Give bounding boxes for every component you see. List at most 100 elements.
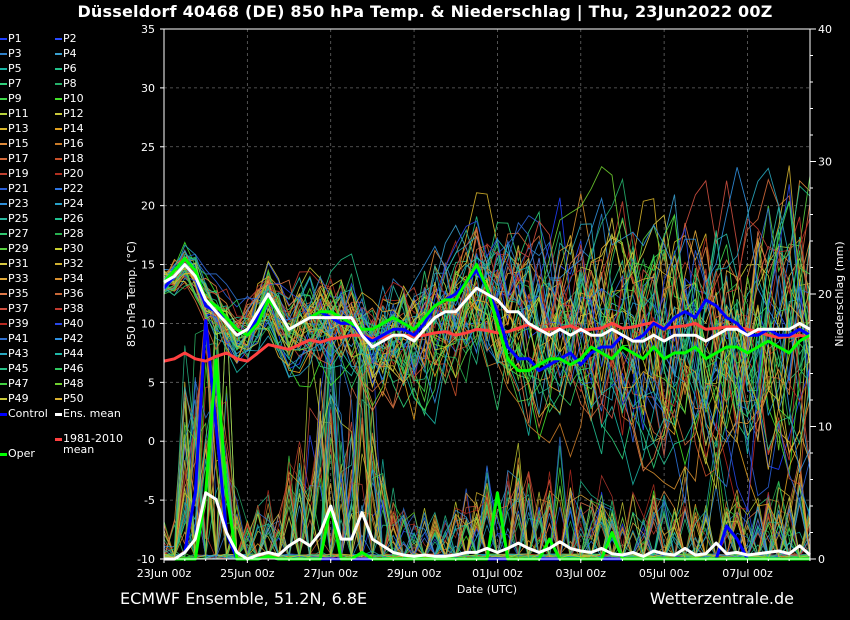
legend-label: P15 (8, 137, 29, 150)
legend-label: P40 (63, 317, 84, 330)
legend-label: P26 (63, 212, 84, 225)
legend-label: P29 (8, 242, 29, 255)
legend-label: P19 (8, 167, 29, 180)
legend-swatch (55, 68, 62, 70)
legend-swatch (55, 383, 62, 385)
legend-swatch (0, 452, 7, 456)
member-precip-line (163, 380, 811, 560)
legend-label: P32 (63, 257, 84, 270)
member-temp-line (163, 216, 811, 424)
y-tick-label: -5 (144, 494, 155, 507)
legend-label: P39 (8, 317, 29, 330)
legend-label: P37 (8, 302, 29, 315)
legend-label: 1981-2010 (63, 432, 123, 445)
member-temp-line (163, 167, 811, 401)
legend-label: P22 (63, 182, 84, 195)
legend-label: P30 (63, 242, 84, 255)
legend-label: P48 (63, 377, 84, 390)
y2-tick-label: 40 (818, 23, 832, 36)
legend-swatch (0, 143, 7, 145)
member-temp-line (163, 165, 811, 451)
y2-axis-label: Niederschlag (mm) (833, 241, 846, 346)
legend-label: P46 (63, 362, 84, 375)
legend-label: P8 (63, 77, 77, 90)
legend-swatch (0, 248, 7, 250)
y-tick-label: 35 (141, 23, 155, 36)
legend-label: P2 (63, 32, 77, 45)
legend-label: P43 (8, 347, 29, 360)
legend-swatch (55, 38, 62, 40)
legend-label: P41 (8, 332, 29, 345)
legend-label: P27 (8, 227, 29, 240)
source-label: ECMWF Ensemble, 51.2N, 6.8E (120, 589, 368, 608)
legend-label: P9 (8, 92, 22, 105)
legend-label: P3 (8, 47, 22, 60)
legend-swatch (0, 263, 7, 265)
legend-swatch (0, 68, 7, 70)
legend-label: P47 (8, 377, 29, 390)
member-temp-line (163, 175, 811, 407)
y-tick-label: 30 (141, 82, 155, 95)
website-label: Wetterzentrale.de (649, 589, 794, 608)
legend-swatch (55, 53, 62, 55)
legend-label: P5 (8, 62, 22, 75)
legend-label: P10 (63, 92, 84, 105)
legend-swatch (0, 368, 7, 370)
legend-label: P35 (8, 287, 29, 300)
legend-label: P34 (63, 272, 84, 285)
series-line-oper (162, 257, 811, 373)
x-tick-label: 29Jun 00z (387, 567, 442, 580)
legend-label: P18 (63, 152, 84, 165)
y-tick-label: 25 (141, 141, 155, 154)
legend-label: P13 (8, 122, 29, 135)
legend-swatch (55, 353, 62, 355)
legend-swatch (0, 412, 7, 416)
legend-swatch (0, 203, 7, 205)
legend-swatch (0, 128, 7, 130)
legend-swatch (0, 83, 7, 85)
legend-label: mean (63, 443, 95, 456)
legend-swatch (55, 173, 62, 175)
y-axis-label: 850 hPa Temp. (°C) (125, 241, 138, 347)
y2-tick-label: 20 (818, 288, 832, 301)
legend-swatch (0, 158, 7, 160)
legend-label: P36 (63, 287, 84, 300)
legend-label: P1 (8, 32, 22, 45)
legend-swatch (0, 188, 7, 190)
x-tick-label: 05Jul 00z (639, 567, 690, 580)
y-tick-label: 20 (141, 200, 155, 213)
x-tick-label: 25Jun 00z (220, 567, 275, 580)
legend-label: P21 (8, 182, 29, 195)
legend-swatch (0, 353, 7, 355)
legend-swatch (55, 83, 62, 85)
legend-label: P23 (8, 197, 29, 210)
legend-swatch (0, 38, 7, 40)
legend-swatch (0, 398, 7, 400)
legend-label: P14 (63, 122, 84, 135)
legend-swatch (55, 188, 62, 190)
legend-swatch (55, 398, 62, 400)
legend-swatch (55, 278, 62, 280)
legend-swatch (55, 437, 62, 441)
legend-label: P11 (8, 107, 29, 120)
legend-swatch (55, 412, 62, 416)
legend-label: P6 (63, 62, 77, 75)
legend-swatch (55, 323, 62, 325)
legend-swatch (55, 218, 62, 220)
legend-swatch (0, 323, 7, 325)
x-tick-label: 07Jul 00z (722, 567, 773, 580)
legend-label: P4 (63, 47, 77, 60)
y-tick-label: 5 (148, 376, 155, 389)
x-tick-label: 01Jul 00z (472, 567, 523, 580)
legend-label: Ens. mean (63, 407, 121, 420)
legend-swatch (55, 128, 62, 130)
legend-swatch (0, 113, 7, 115)
series-line-ens-mean (163, 263, 811, 349)
chart-title: Düsseldorf 40468 (DE) 850 hPa Temp. & Ni… (77, 2, 773, 21)
legend-label: Oper (8, 447, 35, 460)
legend-label: P16 (63, 137, 84, 150)
y2-tick-label: 30 (818, 156, 832, 169)
legend-swatch (55, 113, 62, 115)
legend-swatch (0, 383, 7, 385)
y-tick-label: 15 (141, 259, 155, 272)
